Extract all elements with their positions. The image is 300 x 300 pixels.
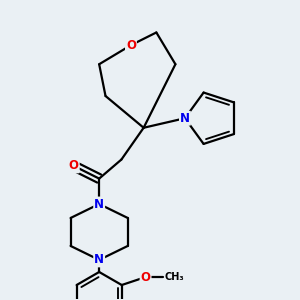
Text: O: O (126, 39, 136, 52)
Text: N: N (94, 197, 104, 211)
Text: O: O (69, 159, 79, 172)
Text: O: O (141, 271, 151, 284)
Text: N: N (94, 254, 104, 266)
Text: CH₃: CH₃ (165, 272, 184, 282)
Text: N: N (180, 112, 190, 125)
